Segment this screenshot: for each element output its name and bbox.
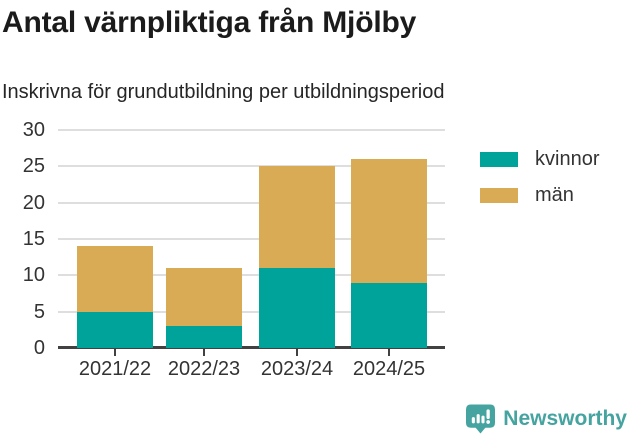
x-tick-2024/25: [388, 349, 390, 356]
gridline-5: [58, 310, 445, 313]
y-tick-label-5: 5: [33, 300, 45, 323]
y-tick-label-30: 30: [22, 119, 45, 141]
x-axis-labels: 2021/22 2022/23 2023/24 2024/25: [58, 358, 445, 382]
bar-segment-män-2021/22: [77, 246, 153, 312]
x-tick-label-2023/24: 2023/24: [260, 358, 334, 380]
y-tick-label-20: 20: [22, 191, 45, 214]
x-tick-label-2022/23: 2022/23: [167, 358, 241, 380]
legend-label-kvinnor: kvinnor: [535, 148, 600, 170]
newsworthy-logo-icon: [466, 404, 496, 434]
gridline-10: [58, 274, 445, 277]
gridline-30: [58, 129, 445, 131]
y-axis-labels: 0 5 10 15 20 25 30: [0, 120, 45, 358]
x-tick-2021/22: [114, 349, 116, 356]
legend: kvinnor män: [480, 148, 599, 207]
y-tick-label-15: 15: [22, 228, 45, 250]
bar-segment-män-2024/25: [351, 159, 427, 283]
x-tick-2022/23: [203, 349, 205, 356]
x-tick-2023/24: [296, 349, 298, 356]
gridline-25: [58, 165, 445, 168]
plot-area: [58, 129, 445, 356]
bar-segment-kvinnor-2023/24: [259, 268, 335, 348]
y-tick-label-25: 25: [22, 155, 45, 178]
x-tick-label-2021/22: 2021/22: [78, 358, 152, 380]
legend-item-kvinnor: kvinnor: [480, 148, 599, 171]
bar-segment-kvinnor-2022/23: [166, 326, 242, 348]
chart-subtitle: Inskrivna för grundutbildning per utbild…: [2, 81, 445, 103]
bar-segment-kvinnor-2021/22: [77, 311, 153, 348]
bar-segment-kvinnor-2024/25: [351, 282, 427, 348]
x-axis-line: [58, 346, 445, 349]
legend-swatch-män: [480, 188, 518, 203]
newsworthy-brand-text: Newsworthy: [503, 407, 627, 430]
y-tick-label-0: 0: [33, 337, 45, 359]
bar-segment-män-2022/23: [166, 268, 242, 327]
gridline-15: [58, 238, 445, 240]
x-tick-label-2024/25: 2024/25: [352, 358, 426, 380]
gridline-20: [58, 201, 445, 204]
legend-label-män: män: [535, 184, 574, 206]
bar-segment-män-2023/24: [259, 166, 335, 269]
legend-swatch-kvinnor: [480, 152, 518, 167]
y-tick-label-10: 10: [22, 264, 45, 287]
chart-title: Antal värnpliktiga från Mjölby: [2, 6, 417, 39]
footer-brand: Newsworthy: [466, 403, 627, 435]
legend-item-män: män: [480, 184, 599, 207]
